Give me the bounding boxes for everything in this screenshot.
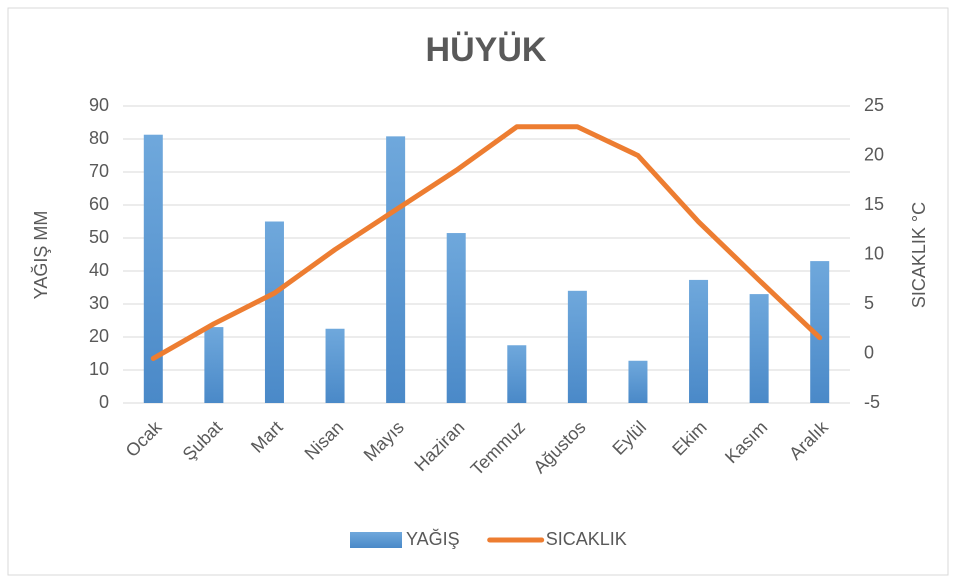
y2-tick-label: 5 xyxy=(864,293,874,313)
y-tick-label: 40 xyxy=(89,260,109,280)
y-tick-label: 80 xyxy=(89,128,109,148)
y-tick-label: 50 xyxy=(89,227,109,247)
bar xyxy=(689,279,709,403)
bar xyxy=(749,294,769,403)
y-tick-label: 70 xyxy=(89,161,109,181)
y-tick-label: 90 xyxy=(89,95,109,115)
bar xyxy=(204,327,224,403)
chart-title: HÜYÜK xyxy=(426,31,547,69)
chart-border xyxy=(7,7,949,576)
legend-swatch xyxy=(350,532,402,548)
legend-label: YAĞIŞ xyxy=(406,528,460,549)
bar xyxy=(567,290,587,403)
bar xyxy=(143,134,163,403)
y-tick-label: 60 xyxy=(89,194,109,214)
bar xyxy=(264,221,284,403)
y2-tick-label: -5 xyxy=(864,392,880,412)
bar xyxy=(810,261,830,403)
y-tick-label: 0 xyxy=(99,392,109,412)
y2-tick-label: 20 xyxy=(864,144,884,164)
y-axis-title: YAĞIŞ MM xyxy=(30,211,51,300)
bar xyxy=(507,345,527,403)
y2-tick-label: 0 xyxy=(864,342,874,362)
bar xyxy=(446,233,466,403)
bar xyxy=(628,360,648,403)
bar xyxy=(386,136,406,404)
legend-label: SICAKLIK xyxy=(546,529,627,549)
y2-tick-label: 15 xyxy=(864,194,884,214)
y2-axis-title: SICAKLIK °C xyxy=(909,202,929,308)
bar xyxy=(325,328,345,403)
y2-tick-label: 25 xyxy=(864,95,884,115)
y-tick-label: 20 xyxy=(89,326,109,346)
y2-tick-label: 10 xyxy=(864,243,884,263)
line xyxy=(150,124,823,361)
y-tick-label: 10 xyxy=(89,359,109,379)
y-tick-label: 30 xyxy=(89,293,109,313)
